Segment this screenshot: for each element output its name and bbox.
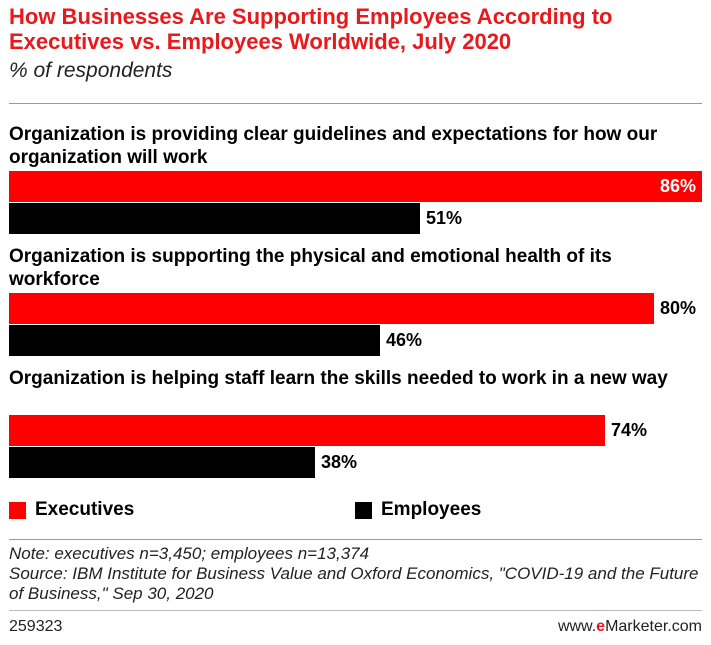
legend-swatch-employees (355, 501, 372, 519)
top-divider (9, 103, 702, 104)
legend-label-executives: Executives (35, 499, 135, 520)
legend-label-employees: Employees (381, 499, 482, 520)
chart-note: Note: executives n=3,450; employees n=13… (9, 544, 370, 563)
bar-executives-1 (9, 171, 702, 202)
site-suffix: .com (667, 618, 702, 635)
bar-executives-2 (9, 293, 654, 324)
bar-employees-3 (9, 447, 315, 478)
bar-employees-2 (9, 325, 380, 356)
chart-title: How Businesses Are Supporting Employees … (9, 4, 613, 54)
data-label-executives-1: 86% (659, 176, 696, 196)
legend-item-employees: Employees (355, 499, 481, 521)
data-label-executives-3: 74% (611, 420, 648, 440)
data-label-employees-3: 38% (321, 452, 358, 472)
footer-divider (9, 610, 702, 611)
site-name: Marketer (605, 618, 668, 635)
bar-employees-1 (9, 203, 420, 234)
legend-swatch-executives (9, 501, 26, 519)
legend-item-executives: Executives (9, 499, 134, 521)
site-prefix: www. (557, 618, 597, 635)
chart-source: Source: IBM Institute for Business Value… (9, 564, 699, 603)
category-label-3: Organization is helping staff learn the … (9, 368, 668, 389)
data-label-executives-2: 80% (660, 298, 697, 318)
data-label-employees-1: 51% (426, 208, 463, 228)
bottom-divider (9, 539, 702, 540)
bar-executives-3 (9, 415, 605, 446)
chart-id: 259323 (9, 618, 63, 635)
data-label-employees-2: 46% (386, 330, 423, 350)
chart-legend: Executives Employees (9, 499, 704, 523)
category-label-2: Organization is supporting the physical … (9, 246, 612, 290)
site-brand: e (596, 618, 606, 635)
site-credit: www.eMarketer.com (558, 618, 702, 636)
chart-subtitle: % of respondents (9, 59, 173, 82)
category-label-1: Organization is providing clear guidelin… (9, 124, 658, 168)
